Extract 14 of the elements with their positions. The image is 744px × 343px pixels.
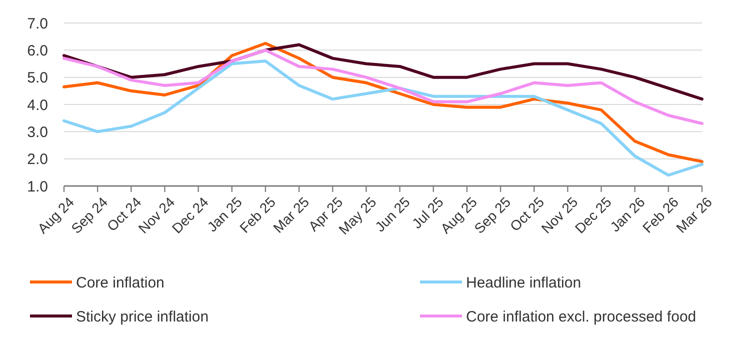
y-tick-label: 5.0 [27,70,48,87]
legend-label: Sticky price inflation [76,308,209,326]
line-series [62,60,704,177]
line-series [62,42,704,164]
y-tick-label: 2.0 [27,151,48,168]
legend-label: Core inflation [76,274,164,292]
legend-label: Headline inflation [466,274,582,292]
line-series [62,48,704,126]
y-tick-label: 4.0 [27,96,48,114]
y-tick-label: 1.0 [27,178,48,196]
y-tick-label: 6.0 [27,42,48,60]
y-tick-label: 7.0 [27,15,48,32]
y-tick-label: 3.0 [27,124,48,141]
legend-label: Core inflation excl. processed food [466,308,696,326]
